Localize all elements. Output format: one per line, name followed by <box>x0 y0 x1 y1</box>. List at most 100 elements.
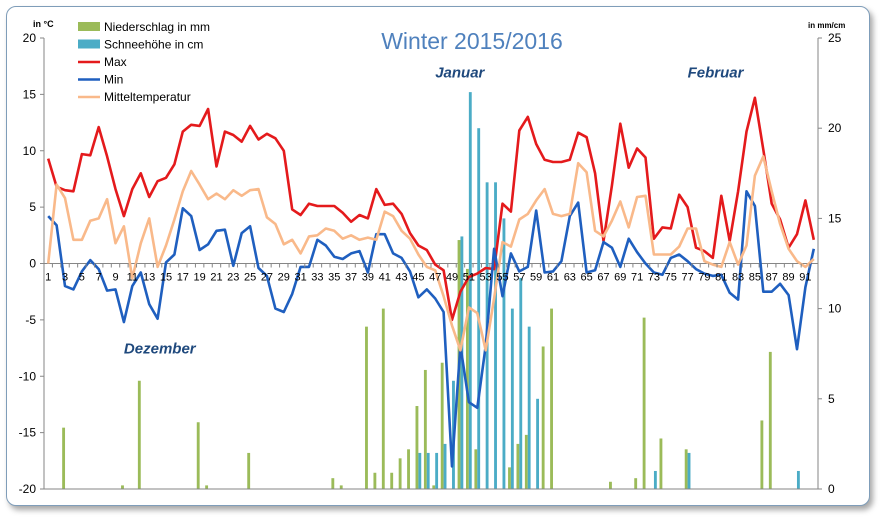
bar-niederschlag <box>196 422 200 489</box>
x-tick-label: 61 <box>547 272 559 284</box>
right-tick-label: 0 <box>828 482 835 496</box>
bar-schneehoehe <box>519 277 523 489</box>
x-tick-label: 1 <box>45 272 51 284</box>
x-tick-label: 3 <box>62 272 68 284</box>
bar-niederschlag <box>407 449 410 489</box>
left-tick-label: -10 <box>19 369 37 383</box>
x-tick-label: 69 <box>614 272 626 284</box>
bar-niederschlag <box>365 326 368 489</box>
left-tick-label: 15 <box>23 87 37 101</box>
x-tick-label: 31 <box>294 272 306 284</box>
left-axis-label: in °C <box>33 19 54 29</box>
right-tick-label: 20 <box>828 121 842 135</box>
bar-schneehoehe <box>418 452 422 489</box>
x-tick-label: 5 <box>79 272 85 284</box>
left-tick-label: 0 <box>29 257 36 271</box>
x-tick-label: 43 <box>395 272 407 284</box>
bar-niederschlag <box>760 420 764 489</box>
x-tick-label: 7 <box>96 272 102 284</box>
bar-niederschlag <box>642 317 646 489</box>
bar-niederschlag <box>524 434 528 489</box>
x-tick-label: 55 <box>496 272 508 284</box>
bar-niederschlag <box>137 380 141 489</box>
bar-niederschlag <box>634 478 638 489</box>
x-tick-label: 27 <box>261 272 273 284</box>
bar-niederschlag <box>466 268 469 489</box>
x-tick-label: 91 <box>799 272 811 284</box>
x-tick-label: 41 <box>379 272 391 284</box>
bar-schneehoehe <box>426 452 430 489</box>
bar-schneehoehe <box>510 308 514 489</box>
bar-schneehoehe <box>468 92 472 490</box>
x-tick-label: 11 <box>127 272 138 284</box>
x-tick-label: 71 <box>631 272 643 284</box>
x-tick-label: 33 <box>311 272 323 284</box>
bar-niederschlag <box>684 449 688 489</box>
x-tick-label: 25 <box>244 272 256 284</box>
legend: Niederschlag in mm Schneehöhe in cm Max Min… <box>78 20 210 104</box>
x-tick-label: 77 <box>681 272 693 284</box>
bar-niederschlag <box>508 467 511 489</box>
left-tick-label: -20 <box>19 482 37 496</box>
line-series <box>46 96 816 468</box>
bar-schneehoehe <box>435 452 439 489</box>
bar-niederschlag <box>398 458 402 489</box>
x-tick-label: 79 <box>698 272 710 284</box>
x-tick-label: 9 <box>112 272 118 284</box>
bar-schneehoehe <box>527 326 531 489</box>
x-tick-label: 57 <box>513 272 525 284</box>
bar-niederschlag <box>373 472 377 489</box>
bar-niederschlag <box>415 406 419 489</box>
bar-schneehoehe <box>443 443 447 489</box>
bar-niederschlag <box>516 443 520 489</box>
legend-label: Mitteltemperatur <box>104 90 191 104</box>
x-tick-label: 89 <box>782 272 794 284</box>
x-tick-label: 73 <box>648 272 660 284</box>
month-label: Februar <box>688 64 745 81</box>
left-tick-label: 20 <box>23 31 37 45</box>
right-axis-label: in mm/cm <box>808 21 845 30</box>
left-tick-label: 5 <box>29 200 36 214</box>
legend-label: Schneehöhe in cm <box>104 38 203 52</box>
chart-title: Winter 2015/2016 <box>381 28 563 54</box>
x-tick-label: 19 <box>194 272 206 284</box>
x-tick-label: 51 <box>463 272 475 284</box>
right-tick-label: 5 <box>828 392 835 406</box>
bar-schneehoehe <box>494 182 497 489</box>
x-tick-label: 23 <box>227 272 239 284</box>
x-tick-label: 15 <box>160 272 172 284</box>
bar-schneehoehe <box>477 128 481 489</box>
x-tick-label: 75 <box>665 272 677 284</box>
bar-niederschlag <box>768 351 772 489</box>
x-tick-label: 49 <box>446 272 458 284</box>
month-label: Dezember <box>124 341 197 358</box>
x-tick-label: 29 <box>278 272 290 284</box>
bar-niederschlag <box>432 485 436 489</box>
bar-niederschlag <box>247 452 251 489</box>
line-max <box>46 96 816 322</box>
bar-niederschlag <box>205 485 209 489</box>
bar-niederschlag <box>659 438 663 489</box>
month-label: Januar <box>435 64 485 81</box>
bar-niederschlag <box>609 481 612 489</box>
x-tick-label: 37 <box>345 272 357 284</box>
bar-niederschlag <box>390 472 394 489</box>
x-tick-label: 53 <box>480 272 492 284</box>
bar-schneehoehe <box>796 470 800 489</box>
x-tick-label: 59 <box>530 272 542 284</box>
bar-niederschlag <box>121 485 124 489</box>
legend-label: Max <box>104 55 127 69</box>
x-tick-label: 85 <box>749 272 761 284</box>
left-tick-label: 10 <box>23 144 37 158</box>
right-tick-label: 15 <box>828 211 842 225</box>
bar-niederschlag <box>474 449 478 489</box>
x-tick-label: 39 <box>362 272 374 284</box>
x-tick-label: 47 <box>429 272 441 284</box>
bar-schneehoehe <box>653 470 657 489</box>
bar-schneehoehe <box>536 398 540 489</box>
month-labels: Dezember Januar Februar <box>124 64 745 357</box>
bar-series <box>62 92 800 490</box>
bar-niederschlag <box>62 427 66 489</box>
legend-swatch <box>78 39 100 49</box>
